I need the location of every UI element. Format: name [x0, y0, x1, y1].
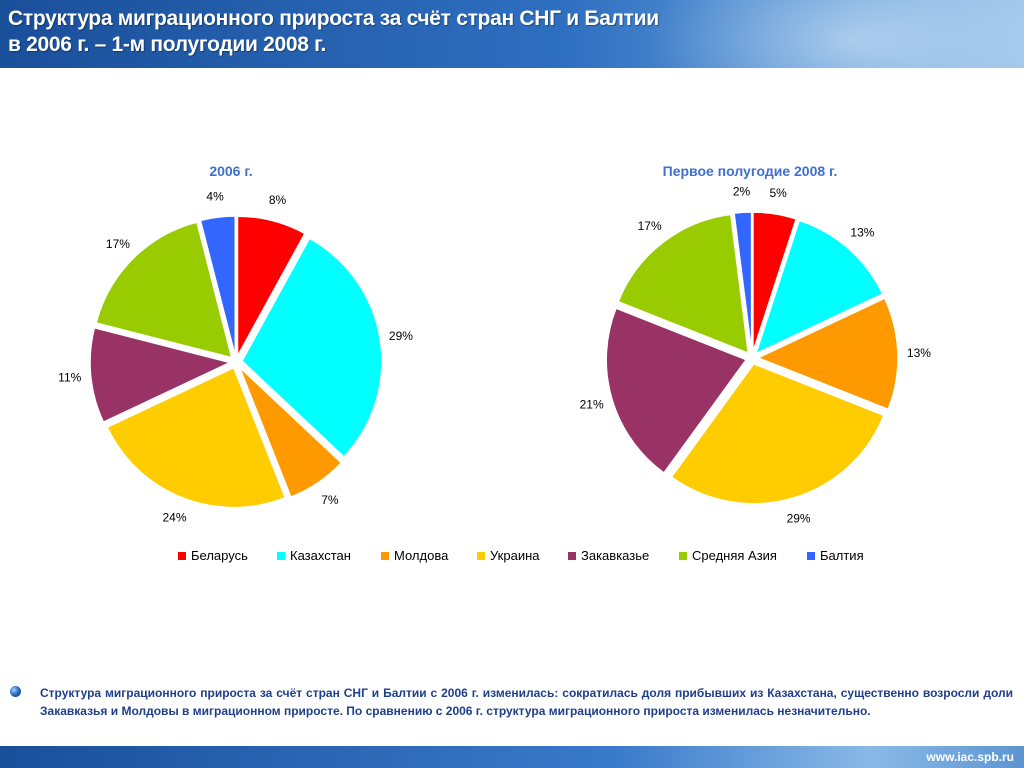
legend-item-балтия: Балтия: [807, 548, 864, 563]
bullet-icon: [10, 686, 21, 697]
legend-label: Украина: [490, 548, 540, 563]
pie-0-slice-средняя-азия: [95, 221, 233, 359]
pie-0-label-средняя-азия: 17%: [106, 237, 130, 251]
chart-legend: Беларусь Казахстан Молдова Украина Закавказь…: [0, 548, 1024, 568]
pie-0-label-беларусь: 8%: [269, 193, 287, 207]
legend-label: Казахстан: [290, 548, 351, 563]
legend-label: Закавказье: [581, 548, 650, 563]
pie-1-label-украина: 29%: [787, 511, 811, 525]
pie-1-label-казахстан: 13%: [850, 226, 874, 240]
summary-text: Структура миграционного прироста за счёт…: [40, 686, 1013, 718]
pie-0-slice-балтия: [199, 215, 236, 357]
header-glow: [644, 0, 1024, 68]
pie-1-label-молдова: 13%: [907, 346, 931, 360]
legend-label: Беларусь: [191, 548, 248, 563]
legend-swatch: [277, 551, 285, 560]
pie-0-label-балтия: 4%: [206, 189, 224, 203]
legend-item-украина: Украина: [477, 548, 540, 563]
legend-swatch: [807, 551, 815, 560]
pie-0-label-украина: 24%: [163, 510, 187, 524]
pie-0-slice-беларусь: [236, 215, 306, 357]
legend-swatch: [381, 551, 389, 560]
legend-item-закавказье: Закавказье: [568, 548, 649, 563]
pie-1-slice-молдова: [756, 297, 899, 411]
pie-1-slice-средняя-азия: [617, 213, 750, 355]
pie-1-label-беларусь: 5%: [769, 186, 787, 200]
legend-swatch: [679, 551, 687, 560]
legend-label: Средняя Азия: [692, 548, 777, 563]
legend-label: Балтия: [820, 548, 864, 563]
pie-1-label-закавказье: 21%: [580, 398, 604, 412]
legend-item-молдова: Молдова: [381, 548, 448, 563]
pie-1-label-средняя-азия: 17%: [638, 219, 662, 233]
pie-0-slice-закавказье: [89, 326, 233, 424]
pie-0-slice-украина: [106, 366, 287, 509]
legend-item-казахстан: Казахстан: [277, 548, 351, 563]
pie-1-slice-беларусь: [752, 211, 798, 353]
pie-1-slice-казахстан: [754, 219, 884, 355]
pie-1-slice-балтия: [733, 211, 753, 353]
pie-0-label-закавказье: 11%: [58, 371, 81, 385]
pie-1-slice-украина: [670, 362, 885, 505]
pie-charts: 8% 29% 7% 24% 11% 17% 4% 5% 13% 13% 29% 21% 17% 2%: [58, 184, 931, 525]
slide-header: Структура миграционного прироста за счёт…: [0, 0, 1024, 68]
slide-title-line-2: в 2006 г. – 1-м полугодии 2008 г.: [8, 33, 327, 56]
slide-title: Структура миграционного прироста за счёт…: [8, 6, 708, 58]
legend-label: Молдова: [394, 548, 449, 563]
pie-0-label-казахстан: 29%: [389, 329, 413, 343]
pie-1-slice-закавказье: [605, 307, 748, 474]
pie-0-label-молдова: 7%: [321, 493, 339, 507]
footer-url: www.iac.spb.ru: [926, 750, 1014, 764]
slide-title-line-1: Структура миграционного прироста за счёт…: [8, 7, 659, 30]
pie-0-slice-казахстан: [240, 237, 383, 458]
legend-swatch: [477, 551, 485, 560]
chart-title-2006: 2006 г.: [209, 163, 253, 179]
slide-footer: www.iac.spb.ru: [0, 746, 1024, 768]
legend-swatch: [568, 551, 576, 560]
legend-swatch: [178, 551, 186, 560]
chart-title-2008: Первое полугодие 2008 г.: [662, 163, 838, 179]
legend-item-беларусь: Беларусь: [178, 548, 248, 563]
legend-item-средняя-азия: Средняя Азия: [679, 548, 777, 563]
pie-1-label-балтия: 2%: [733, 184, 751, 198]
pie-0-slice-молдова: [238, 366, 343, 499]
